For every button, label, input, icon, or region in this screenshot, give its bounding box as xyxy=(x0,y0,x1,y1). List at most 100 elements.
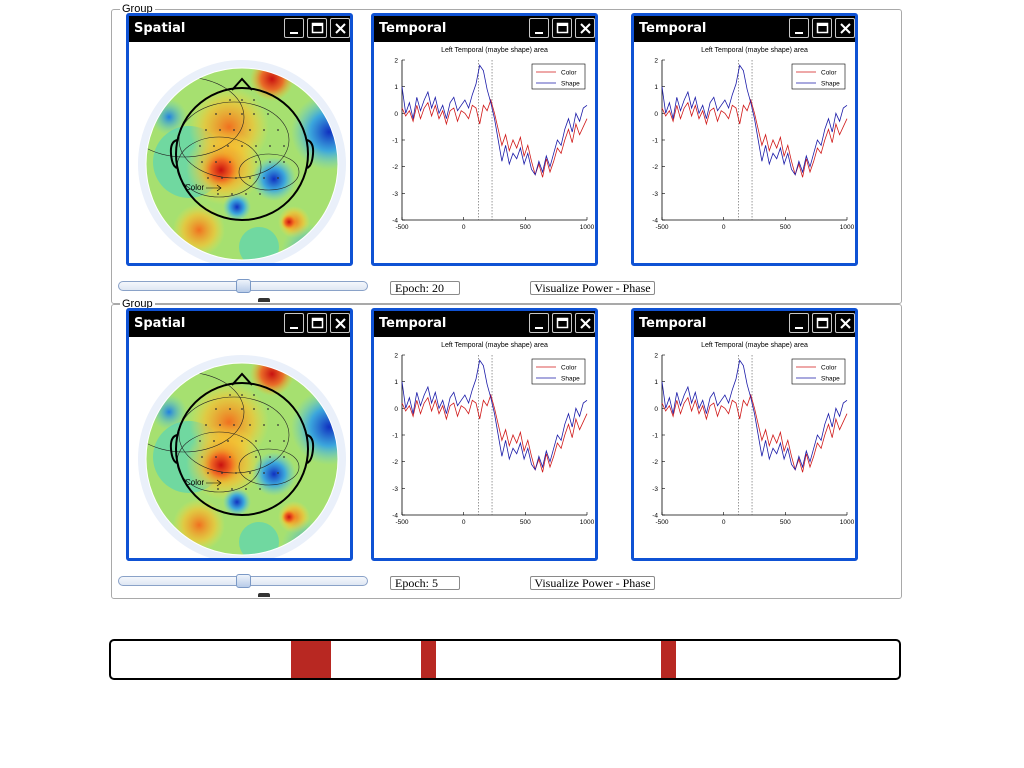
epoch-timeline[interactable] xyxy=(109,639,901,680)
panel-titlebar[interactable]: Temporal xyxy=(374,16,595,42)
y-tick-label: -4 xyxy=(392,218,398,225)
electrode-dot xyxy=(213,440,215,442)
close-button[interactable] xyxy=(575,313,595,333)
group-legend: Group xyxy=(120,298,155,310)
maximize-button[interactable] xyxy=(812,18,832,38)
y-tick-label: -2 xyxy=(392,459,398,466)
slider-thumb[interactable] xyxy=(236,574,251,588)
close-button[interactable] xyxy=(330,313,350,333)
panel-title: Temporal xyxy=(379,316,447,331)
legend-label: Color xyxy=(821,365,837,372)
series-line-shape xyxy=(661,64,848,176)
electrode-dot xyxy=(219,129,221,131)
electrode-dot xyxy=(229,408,231,410)
panel-title: Spatial xyxy=(134,316,186,331)
electrode-dot xyxy=(241,394,243,396)
slider-tick xyxy=(258,593,270,597)
plot-title: Left Temporal (maybe shape) area xyxy=(441,342,548,349)
y-tick-label: -1 xyxy=(652,138,658,145)
epoch-marker[interactable] xyxy=(661,641,677,678)
y-tick-label: -1 xyxy=(652,433,658,440)
y-tick-label: -2 xyxy=(652,164,658,171)
panel-titlebar[interactable]: Spatial xyxy=(129,311,350,337)
electrode-dot xyxy=(263,472,265,474)
x-tick-label: -500 xyxy=(655,519,668,526)
close-button[interactable] xyxy=(575,18,595,38)
y-tick-label: 2 xyxy=(394,58,398,65)
maximize-icon xyxy=(556,317,569,329)
minimize-icon xyxy=(290,327,298,329)
electrode-dot xyxy=(199,145,201,147)
electrode-dot xyxy=(235,472,237,474)
right-ear xyxy=(306,139,315,169)
epoch-field[interactable]: Epoch: 20 xyxy=(390,281,460,295)
temporal-panel: Temporal Left Temporal (maybe shape) area… xyxy=(631,308,858,561)
electrode-dot xyxy=(283,145,285,147)
panel-title: Temporal xyxy=(639,316,707,331)
minimize-button[interactable] xyxy=(529,313,549,333)
panel-titlebar[interactable]: Spatial xyxy=(129,16,350,42)
plot-area: Left Temporal (maybe shape) area 2 1 0 -1 -2 -… xyxy=(634,42,855,263)
electrode-dot xyxy=(267,408,269,410)
electrode-dot xyxy=(267,113,269,115)
minimize-button[interactable] xyxy=(529,18,549,38)
close-icon xyxy=(840,318,851,329)
y-tick-label: -4 xyxy=(392,513,398,520)
electrode-dot xyxy=(241,408,243,410)
epoch-marker[interactable] xyxy=(421,641,437,678)
panel-title: Spatial xyxy=(134,21,186,36)
y-tick-label: -3 xyxy=(652,191,658,198)
electrode-dot xyxy=(249,177,251,179)
minimize-button[interactable] xyxy=(284,313,304,333)
close-icon xyxy=(335,318,346,329)
maximize-button[interactable] xyxy=(307,313,327,333)
close-button[interactable] xyxy=(330,18,350,38)
electrode-dot xyxy=(217,193,219,195)
plot-area: Left Temporal (maybe shape) area 2 1 0 -1 -2 -… xyxy=(374,42,595,263)
x-tick-label: -500 xyxy=(655,224,668,231)
panel-title: Temporal xyxy=(639,21,707,36)
maximize-button[interactable] xyxy=(812,313,832,333)
panel-titlebar[interactable]: Temporal xyxy=(634,16,855,42)
electrode-dot xyxy=(215,408,217,410)
x-tick-label: 0 xyxy=(462,224,466,231)
close-button[interactable] xyxy=(835,18,855,38)
maximize-button[interactable] xyxy=(307,18,327,38)
electrode-dot xyxy=(255,161,257,163)
maximize-button[interactable] xyxy=(552,18,572,38)
minimize-button[interactable] xyxy=(284,18,304,38)
maximize-icon xyxy=(816,22,829,34)
electrode-dot xyxy=(215,456,217,458)
epoch-marker[interactable] xyxy=(291,641,332,678)
minimize-button[interactable] xyxy=(789,313,809,333)
close-icon xyxy=(840,23,851,34)
epoch-slider[interactable] xyxy=(118,279,368,293)
legend-label: Shape xyxy=(561,376,580,383)
spatial-panel: Spatial Color xyxy=(126,13,353,266)
electrode-dot xyxy=(229,161,231,163)
electrode-dot xyxy=(229,394,231,396)
close-button[interactable] xyxy=(835,313,855,333)
visualize-power-phase-button[interactable]: Visualize Power - Phase xyxy=(530,281,655,295)
legend-label: Shape xyxy=(821,376,840,383)
panel-titlebar[interactable]: Temporal xyxy=(634,311,855,337)
panel-titlebar[interactable]: Temporal xyxy=(374,311,595,337)
epoch-field[interactable]: Epoch: 5 xyxy=(390,576,460,590)
electrode-dot xyxy=(205,424,207,426)
y-tick-label: 1 xyxy=(654,379,658,386)
visualize-power-phase-button[interactable]: Visualize Power - Phase xyxy=(530,576,655,590)
y-tick-label: 0 xyxy=(654,406,658,413)
electrode-dot xyxy=(227,440,229,442)
slider-thumb[interactable] xyxy=(236,279,251,293)
nose xyxy=(231,77,253,91)
electrode-dot xyxy=(201,456,203,458)
maximize-button[interactable] xyxy=(552,313,572,333)
y-tick-label: -3 xyxy=(392,486,398,493)
electrode-dot xyxy=(253,113,255,115)
minimize-button[interactable] xyxy=(789,18,809,38)
right-ear xyxy=(306,434,315,464)
y-tick-label: 1 xyxy=(394,84,398,91)
y-tick-label: 2 xyxy=(654,353,658,360)
epoch-slider[interactable] xyxy=(118,574,368,588)
x-tick-label: 0 xyxy=(722,519,726,526)
